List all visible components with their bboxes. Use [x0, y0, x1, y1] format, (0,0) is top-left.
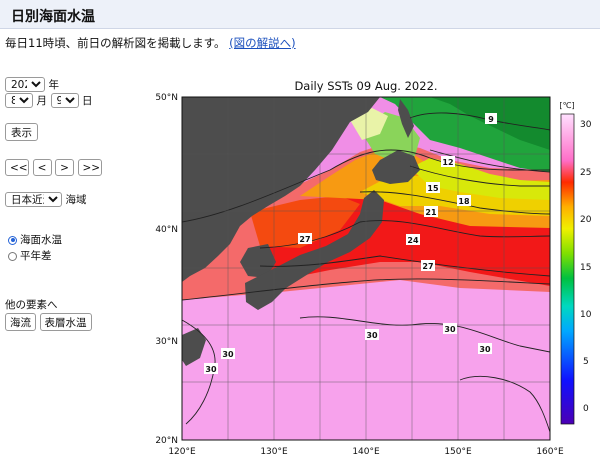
month-unit: 月 [36, 95, 48, 107]
x-tick-160: 160°E [536, 447, 564, 457]
x-tick-140: 140°E [352, 447, 380, 457]
radio-anomaly-label: 平年差 [20, 250, 52, 262]
radio-sst-label: 海面水温 [20, 234, 62, 246]
currents-button[interactable]: 海流 [5, 313, 36, 331]
sst-chart: Daily SSTs 09 Aug. 2022. [155, 79, 592, 457]
page-subtitle: 毎日11時頃、前日の解析図を掲載します。 (図の解説へ) [5, 35, 296, 51]
other-elements-label: 他の要素へ [5, 299, 58, 311]
month-day-row: 8 月 9 日 [5, 93, 93, 108]
area-label: 海域 [65, 194, 87, 206]
page-title: 日別海面水温 [11, 9, 95, 25]
contour-label-24: 24 [407, 236, 419, 245]
contour-label-30-d: 30 [222, 350, 234, 359]
cbar-tick-25: 25 [580, 168, 591, 178]
contour-label-30-c: 30 [479, 345, 491, 354]
x-tick-130: 130°E [260, 447, 288, 457]
date-nav: << < > >> [5, 159, 102, 176]
contour-label-30-b: 30 [444, 325, 456, 334]
contour-label-9: 9 [488, 115, 494, 124]
x-tick-150: 150°E [444, 447, 472, 457]
sst-map [182, 97, 550, 440]
chart-title: Daily SSTs 09 Aug. 2022. [294, 79, 437, 93]
cbar-tick-15: 15 [580, 263, 591, 273]
contour-label-18: 18 [458, 197, 470, 206]
contour-label-21: 21 [425, 208, 437, 217]
cbar-tick-30: 30 [580, 120, 592, 130]
x-axis-ticks: 120°E 130°E 140°E 150°E 160°E [168, 447, 564, 457]
colorbar: [℃] 30 25 20 15 10 5 0 [559, 101, 592, 425]
year-row: 2022 年 [5, 77, 59, 92]
contour-label-15: 15 [427, 184, 439, 193]
prev-month-button[interactable]: << [5, 159, 29, 176]
year-select[interactable]: 2022 [5, 77, 45, 92]
y-axis-ticks: 50°N 40°N 30°N 20°N [155, 93, 178, 446]
colorbar-unit: [℃] [559, 101, 574, 110]
y-tick-40: 40°N [155, 225, 178, 235]
contour-label-27-a: 27 [299, 235, 310, 244]
subtitle-text: 毎日11時頃、前日の解析図を掲載します。 [5, 36, 226, 50]
contour-labels: 9 12 15 18 21 24 27 27 30 30 30 30 30 [204, 113, 497, 374]
year-unit: 年 [48, 79, 60, 91]
area-row: 日本近海 海域 [5, 192, 87, 207]
contour-label-30-a: 30 [366, 331, 378, 340]
y-tick-30: 30°N [155, 337, 178, 347]
prev-day-button[interactable]: < [32, 159, 52, 176]
cbar-tick-10: 10 [580, 310, 592, 320]
radio-sst-dot[interactable] [8, 235, 17, 245]
area-select[interactable]: 日本近海 [5, 192, 62, 207]
other-elements: 海流 表層水温 [5, 313, 92, 331]
subsurface-temp-button[interactable]: 表層水温 [39, 313, 92, 331]
colorbar-ticks: 30 25 20 15 10 5 0 [580, 120, 592, 414]
day-select[interactable]: 9 [50, 93, 79, 108]
radio-sst[interactable]: 海面水温 [8, 232, 62, 247]
help-link[interactable]: (図の解説へ) [229, 36, 296, 50]
next-month-button[interactable]: >> [77, 159, 102, 176]
contour-label-27-b: 27 [422, 262, 433, 271]
cbar-tick-20: 20 [580, 215, 592, 225]
contour-label-30-e: 30 [205, 365, 217, 374]
title-bar: 日別海面水温 [0, 0, 600, 29]
next-day-button[interactable]: > [55, 159, 74, 176]
y-tick-50: 50°N [155, 93, 178, 103]
cbar-tick-5: 5 [583, 357, 589, 367]
y-tick-20: 20°N [155, 436, 178, 446]
day-unit: 日 [82, 95, 93, 107]
map-frame [181, 96, 551, 441]
radio-anomaly[interactable]: 平年差 [8, 248, 52, 263]
radio-anomaly-dot[interactable] [8, 251, 17, 261]
contour-label-12: 12 [442, 158, 453, 167]
month-select[interactable]: 8 [5, 93, 33, 108]
show-button[interactable]: 表示 [5, 123, 38, 141]
cbar-tick-0: 0 [583, 404, 589, 414]
x-tick-120: 120°E [168, 447, 196, 457]
